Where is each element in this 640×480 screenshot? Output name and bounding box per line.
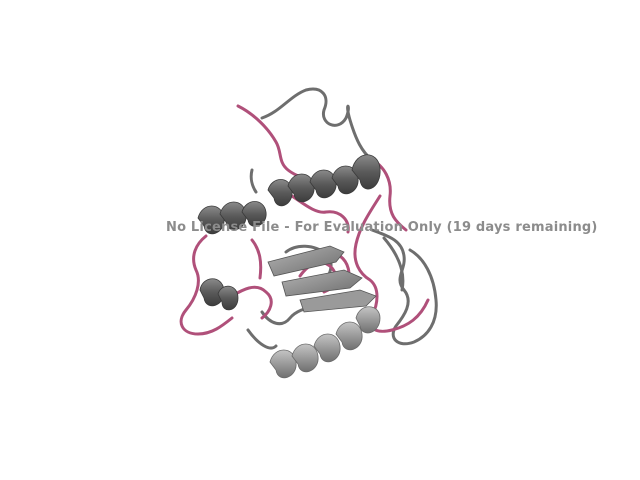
helix-turn-left [199,278,239,311]
helix-top [267,154,381,207]
beta-sheet [267,245,377,313]
helix-bottom [269,306,381,379]
helix-left [197,201,267,235]
evaluation-watermark: No License File - For Evaluation Only (1… [166,220,598,235]
coil-gray [246,87,438,350]
